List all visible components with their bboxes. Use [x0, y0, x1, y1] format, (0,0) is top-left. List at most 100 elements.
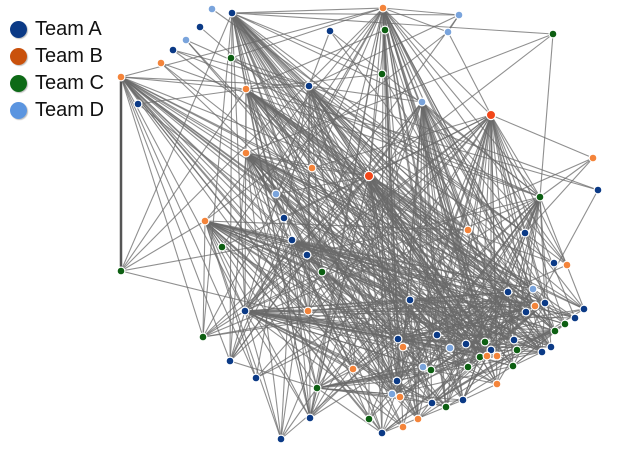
node-team-a[interactable]: [276, 434, 286, 444]
edge: [275, 193, 399, 340]
node-team-b[interactable]: [378, 3, 388, 13]
node-team-c[interactable]: [198, 332, 208, 342]
node-team-b[interactable]: [363, 170, 375, 182]
node-team-b[interactable]: [492, 379, 502, 389]
node-team-c[interactable]: [548, 29, 558, 39]
node-team-b[interactable]: [395, 392, 405, 402]
node-team-a[interactable]: [227, 8, 237, 18]
node-team-c[interactable]: [116, 266, 126, 276]
node-team-a[interactable]: [486, 345, 496, 355]
node-team-c[interactable]: [550, 326, 560, 336]
node-team-b[interactable]: [348, 364, 358, 374]
node-team-a[interactable]: [432, 330, 442, 340]
node-team-b[interactable]: [485, 109, 497, 121]
node-team-b[interactable]: [241, 84, 251, 94]
node-team-c[interactable]: [441, 402, 451, 412]
node-team-a[interactable]: [427, 398, 437, 408]
edge: [283, 217, 509, 293]
edge: [329, 30, 556, 332]
node-team-c[interactable]: [377, 69, 387, 79]
edge: [244, 310, 576, 319]
node-team-a[interactable]: [393, 334, 403, 344]
node-team-b[interactable]: [200, 216, 210, 226]
node-team-a[interactable]: [593, 185, 603, 195]
node-team-a[interactable]: [304, 81, 314, 91]
node-team-c[interactable]: [480, 337, 490, 347]
node-team-a[interactable]: [546, 342, 556, 352]
node-team-d[interactable]: [387, 389, 397, 399]
node-team-b[interactable]: [562, 260, 572, 270]
node-team-b[interactable]: [241, 148, 251, 158]
node-team-a[interactable]: [251, 373, 261, 383]
node-team-b[interactable]: [413, 414, 423, 424]
edge: [329, 30, 541, 198]
node-team-c[interactable]: [426, 365, 436, 375]
node-team-d[interactable]: [443, 27, 453, 37]
node-team-a[interactable]: [461, 339, 471, 349]
node-team-b[interactable]: [307, 163, 317, 173]
node-team-a[interactable]: [287, 235, 297, 245]
node-team-c[interactable]: [217, 242, 227, 252]
node-team-b[interactable]: [530, 301, 540, 311]
node-team-c[interactable]: [364, 414, 374, 424]
node-team-c[interactable]: [317, 267, 327, 277]
node-team-a[interactable]: [537, 347, 547, 357]
node-team-a[interactable]: [540, 298, 550, 308]
node-team-a[interactable]: [392, 376, 402, 386]
edge: [245, 152, 585, 310]
node-team-d[interactable]: [271, 189, 281, 199]
node-team-b[interactable]: [398, 422, 408, 432]
node-team-c[interactable]: [535, 192, 545, 202]
node-team-b[interactable]: [116, 72, 126, 82]
edge: [541, 302, 546, 353]
node-team-b[interactable]: [303, 306, 313, 316]
node-team-d[interactable]: [181, 35, 191, 45]
node-team-d[interactable]: [207, 4, 217, 14]
node-team-c[interactable]: [380, 25, 390, 35]
node-team-a[interactable]: [279, 213, 289, 223]
node-team-d[interactable]: [418, 362, 428, 372]
edge: [231, 12, 554, 35]
node-team-a[interactable]: [521, 307, 531, 317]
node-team-a[interactable]: [168, 45, 178, 55]
node-team-a[interactable]: [520, 228, 530, 238]
edge: [532, 288, 566, 325]
edge: [539, 196, 552, 348]
node-team-d[interactable]: [528, 284, 538, 294]
node-team-a[interactable]: [225, 356, 235, 366]
node-team-c[interactable]: [312, 383, 322, 393]
node-team-c[interactable]: [560, 319, 570, 329]
legend-label: Team D: [35, 99, 104, 121]
edge: [229, 175, 370, 362]
node-team-a[interactable]: [240, 306, 250, 316]
node-team-a[interactable]: [509, 335, 519, 345]
node-team-d[interactable]: [454, 10, 464, 20]
edge: [291, 239, 401, 398]
edge: [397, 338, 486, 343]
node-team-a[interactable]: [325, 26, 335, 36]
node-team-a[interactable]: [458, 395, 468, 405]
node-team-a[interactable]: [503, 287, 513, 297]
node-team-d[interactable]: [417, 97, 427, 107]
node-team-a[interactable]: [549, 258, 559, 268]
node-team-d[interactable]: [445, 343, 455, 353]
node-team-c[interactable]: [463, 362, 473, 372]
node-team-c[interactable]: [226, 53, 236, 63]
node-team-b[interactable]: [482, 351, 492, 361]
node-team-a[interactable]: [305, 413, 315, 423]
node-team-a[interactable]: [377, 428, 387, 438]
node-team-b[interactable]: [588, 153, 598, 163]
node-team-a[interactable]: [133, 99, 143, 109]
node-team-b[interactable]: [398, 342, 408, 352]
node-team-a[interactable]: [579, 304, 589, 314]
node-team-a[interactable]: [405, 295, 415, 305]
node-team-c[interactable]: [508, 361, 518, 371]
node-team-a[interactable]: [302, 250, 312, 260]
node-team-b[interactable]: [492, 351, 502, 361]
node-team-b[interactable]: [156, 58, 166, 68]
node-team-c[interactable]: [512, 345, 522, 355]
node-team-a[interactable]: [195, 22, 205, 32]
node-team-b[interactable]: [463, 225, 473, 235]
edge: [120, 76, 246, 312]
node-team-a[interactable]: [570, 313, 580, 323]
